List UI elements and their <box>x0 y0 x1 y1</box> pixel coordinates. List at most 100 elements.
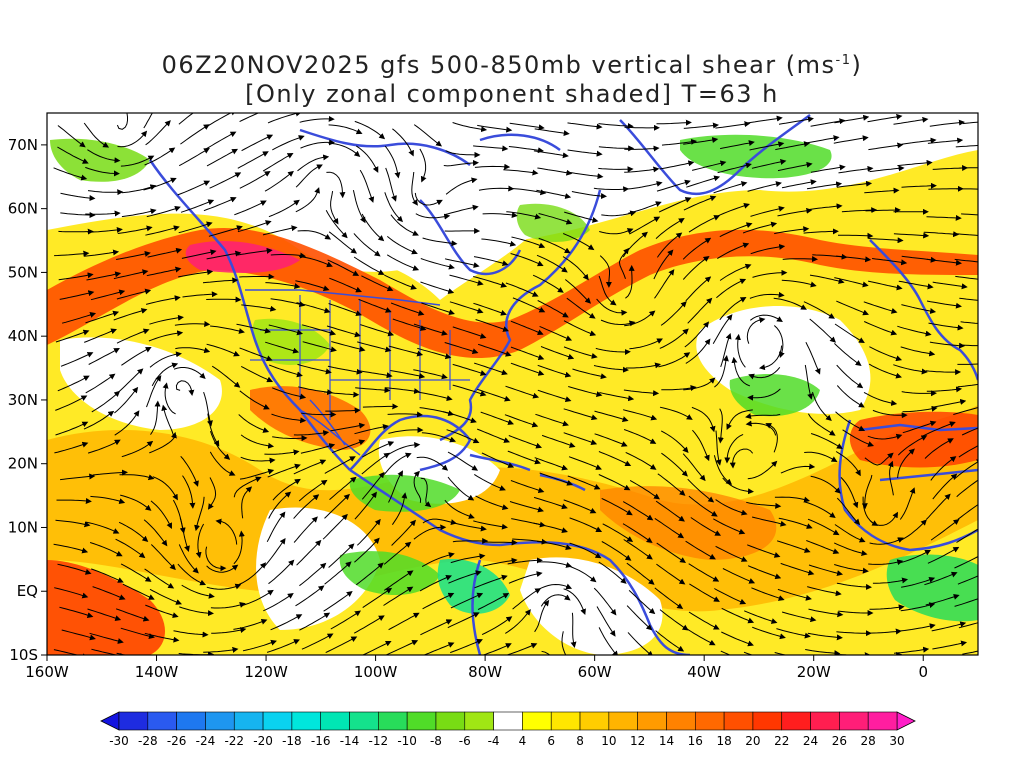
streamline <box>537 167 573 176</box>
streamline <box>625 362 662 369</box>
streamline <box>146 205 181 218</box>
streamline <box>240 456 276 464</box>
streamline <box>210 325 245 334</box>
colorbar-label: -16 <box>311 734 331 748</box>
streamline <box>144 147 176 166</box>
streamline <box>932 281 968 290</box>
colorbar-label: 18 <box>716 734 731 748</box>
lon-tick-label: 100W <box>354 663 398 681</box>
streamline <box>750 243 786 255</box>
streamline <box>902 405 938 413</box>
streamline <box>961 427 978 436</box>
streamline <box>114 386 139 414</box>
streamline <box>242 589 274 606</box>
streamline <box>869 604 905 611</box>
streamline <box>957 575 978 585</box>
streamline <box>655 656 682 674</box>
streamline <box>60 352 94 367</box>
streamline <box>777 161 813 172</box>
streamline <box>507 450 541 465</box>
streamline <box>655 500 685 522</box>
streamline <box>625 451 657 470</box>
streamline <box>869 537 904 545</box>
streamline <box>237 220 272 233</box>
streamline <box>569 517 603 532</box>
streamline <box>930 518 960 541</box>
streamline <box>239 273 275 280</box>
streamline <box>959 297 978 301</box>
streamline <box>724 433 744 464</box>
streamline <box>85 521 120 534</box>
streamline <box>533 522 568 534</box>
streamline <box>353 256 385 275</box>
colorbar-label: 24 <box>803 734 818 748</box>
streamline <box>239 171 271 189</box>
streamline <box>774 652 788 655</box>
streamline <box>361 213 385 242</box>
streamline <box>144 568 175 589</box>
lat-tick-label: 70N <box>8 136 38 154</box>
streamline <box>717 162 752 174</box>
streamline <box>719 222 753 238</box>
streamline <box>567 475 601 490</box>
colorbar-label: 10 <box>601 734 616 748</box>
streamline <box>900 623 936 632</box>
streamline <box>747 460 778 480</box>
streamline <box>237 247 273 256</box>
streamline <box>478 185 515 192</box>
colorbar-swatch <box>118 711 149 731</box>
colorbar-swatch <box>550 711 581 731</box>
streamline <box>864 452 894 466</box>
streamline <box>512 297 546 313</box>
streamline <box>473 520 508 530</box>
streamline <box>623 389 660 397</box>
streamline <box>297 230 332 240</box>
streamline <box>118 521 149 542</box>
streamline <box>715 499 748 516</box>
streamline <box>293 516 318 543</box>
streamline <box>272 387 307 400</box>
colorbar: -30 -28 -26 -24 -22 -20 -18 -16 -14 -12 -10 -8 -6 -4 4… <box>100 711 916 748</box>
streamline <box>361 471 385 500</box>
colorbar-label: 26 <box>832 734 847 748</box>
streamline <box>149 588 182 605</box>
streamline <box>867 113 903 123</box>
streamline <box>145 295 181 305</box>
streamline <box>145 604 179 619</box>
streamline <box>324 561 352 585</box>
streamline <box>872 258 908 266</box>
streamline <box>205 546 227 572</box>
streamline <box>893 364 928 375</box>
lat-tick-label: 10S <box>9 646 38 664</box>
streamline <box>361 452 391 475</box>
streamline <box>683 137 719 145</box>
streamline <box>618 247 630 279</box>
streamline <box>958 622 978 629</box>
streamline <box>331 341 366 352</box>
streamline <box>450 639 483 654</box>
streamline <box>624 145 660 152</box>
streamline <box>355 387 391 394</box>
streamline <box>420 619 453 636</box>
streamline <box>929 119 965 127</box>
streamline <box>897 159 933 167</box>
colorbar-label: 16 <box>688 734 703 748</box>
streamline <box>865 207 901 214</box>
streamline <box>325 210 348 239</box>
streamline <box>563 346 598 359</box>
streamline <box>60 473 96 481</box>
streamline <box>717 408 724 444</box>
streamline <box>897 435 928 456</box>
streamline <box>684 627 716 646</box>
streamline <box>659 328 689 349</box>
streamline <box>961 213 978 216</box>
streamline <box>386 236 418 255</box>
streamline <box>834 343 862 366</box>
streamline <box>541 434 576 448</box>
streamline <box>683 377 716 391</box>
streamline <box>926 214 962 221</box>
colorbar-swatch <box>666 711 696 731</box>
mexico-outline <box>299 399 361 456</box>
streamline <box>658 352 691 368</box>
streamline <box>747 388 781 401</box>
